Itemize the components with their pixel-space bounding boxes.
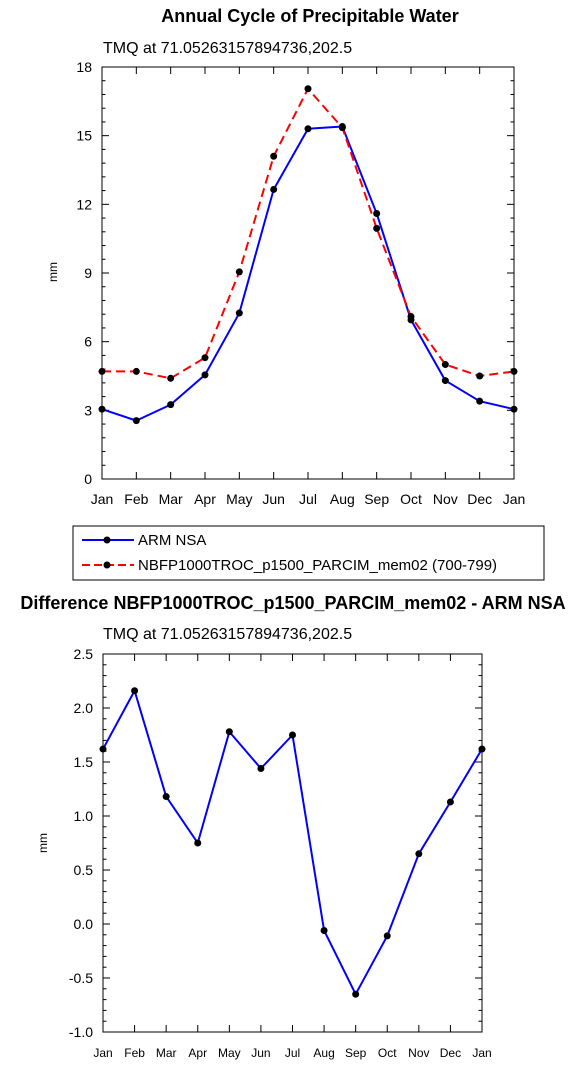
chart1-xtick-label: Jul bbox=[299, 491, 317, 507]
chart1-series-0-point bbox=[476, 397, 484, 405]
chart2-series-0-point bbox=[352, 990, 360, 998]
chart1-series-1-point bbox=[441, 361, 449, 369]
chart-annual-cycle: Annual Cycle of Precipitable Water TMQ a… bbox=[46, 6, 525, 507]
chart1-ticks: 0 3 6 9 12 15 18 Jan Feb Mar Apr May Jun Jul Aug Sep Oct… bbox=[76, 59, 525, 507]
chart2-xtick-label: Feb bbox=[124, 1046, 145, 1060]
chart1-series-1-point bbox=[373, 224, 381, 232]
chart1-xtick-label: Jan bbox=[503, 491, 526, 507]
chart1-ytick-label: 18 bbox=[76, 59, 92, 75]
chart2-xtick-label: Jan bbox=[472, 1046, 491, 1060]
chart1-xtick-label: May bbox=[226, 491, 252, 507]
chart1-xtick-label: Sep bbox=[364, 491, 389, 507]
chart1-ylabel: mm bbox=[46, 262, 60, 282]
chart1-series-0-point bbox=[132, 417, 140, 425]
chart2-xtick-label: Mar bbox=[156, 1046, 177, 1060]
chart1-xtick-label: Aug bbox=[330, 491, 355, 507]
chart2-xtick-label: Nov bbox=[408, 1046, 429, 1060]
chart2-ytick-label: 0.0 bbox=[74, 916, 94, 932]
chart1-xtick-label: Jun bbox=[262, 491, 285, 507]
chart1-ytick-label: 9 bbox=[84, 265, 92, 281]
chart2-ytick-label: -1.0 bbox=[69, 1024, 93, 1040]
chart2-ytick-label: -0.5 bbox=[69, 970, 93, 986]
legend-marker-model bbox=[103, 561, 111, 569]
chart1-xtick-label: Apr bbox=[194, 491, 216, 507]
chart2-series-0-point bbox=[225, 728, 233, 736]
chart2-xtick-label: Dec bbox=[440, 1046, 461, 1060]
chart2-ytick-label: 0.5 bbox=[74, 862, 94, 878]
chart1-series-1-point bbox=[201, 354, 209, 362]
chart1-plot-frame bbox=[101, 66, 515, 480]
chart1-title: Annual Cycle of Precipitable Water bbox=[161, 6, 458, 26]
chart1-xtick-label: Dec bbox=[467, 491, 492, 507]
chart2-xtick-label: Apr bbox=[188, 1046, 207, 1060]
chart2-plot-frame bbox=[102, 653, 483, 1033]
chart1-series-0-point bbox=[201, 371, 209, 379]
chart1-lines bbox=[98, 85, 518, 425]
chart1-xtick-label: Jan bbox=[91, 491, 114, 507]
chart2-ylabel: mm bbox=[36, 833, 50, 853]
legend-label-model: NBFP1000TROC_p1500_PARCIM_mem02 (700-799… bbox=[138, 557, 497, 574]
legend-marker-arm-nsa bbox=[103, 536, 111, 544]
chart2-xtick-label: Oct bbox=[378, 1046, 397, 1060]
chart2-ytick-label: 2.5 bbox=[74, 646, 94, 662]
chart1-series-1-point bbox=[304, 85, 312, 93]
chart1-ytick-label: 12 bbox=[76, 196, 92, 212]
chart1-series-1-point bbox=[476, 372, 484, 380]
chart2-series-0-point bbox=[289, 731, 296, 739]
chart1-series-0-point bbox=[304, 125, 312, 133]
chart2-ytick-label: 2.0 bbox=[74, 700, 94, 716]
chart1-ytick-label: 15 bbox=[76, 128, 92, 144]
chart-difference: Difference NBFP1000TROC_p1500_PARCIM_mem… bbox=[20, 593, 565, 1060]
chart1-ytick-label: 6 bbox=[84, 334, 92, 350]
chart2-xtick-label: Jun bbox=[251, 1046, 270, 1060]
chart1-series-1-point bbox=[167, 374, 175, 382]
chart1-xtick-label: Mar bbox=[159, 491, 183, 507]
chart1-series-0-point bbox=[235, 309, 243, 317]
chart2-xtick-label: Jan bbox=[93, 1046, 112, 1060]
legend-frame bbox=[72, 525, 545, 581]
chart2-series-0-point bbox=[131, 687, 139, 695]
chart1-series-0-point bbox=[441, 377, 449, 385]
chart1-series-1-point bbox=[235, 268, 243, 276]
chart2-lines bbox=[99, 687, 486, 998]
chart2-ytick-label: 1.5 bbox=[74, 754, 94, 770]
chart1-series-0-point bbox=[270, 185, 278, 193]
chart1-xtick-label: Oct bbox=[400, 491, 422, 507]
chart2-xtick-label: Sep bbox=[345, 1046, 367, 1060]
chart2-ticks: -1.0 -0.5 0.0 0.5 1.0 1.5 2.0 2.5 Jan Feb Mar Apr Ma… bbox=[69, 646, 492, 1060]
chart1-ytick-label: 0 bbox=[84, 471, 92, 487]
chart1-series-1-point bbox=[407, 312, 415, 320]
chart2-series-0-point bbox=[162, 793, 170, 801]
chart1-series-1-point bbox=[270, 152, 278, 160]
chart1-xtick-label: Nov bbox=[433, 491, 458, 507]
chart1-xtick-label: Feb bbox=[124, 491, 148, 507]
chart2-series-0-point bbox=[257, 764, 265, 772]
chart1-series-1-point bbox=[132, 367, 140, 375]
chart2-xtick-label: May bbox=[218, 1046, 241, 1060]
chart2-xtick-label: Jul bbox=[285, 1046, 300, 1060]
chart1-ytick-label: 3 bbox=[84, 402, 92, 418]
chart1-legend: ARM NSA NBFP1000TROC_p1500_PARCIM_mem02 … bbox=[72, 525, 545, 581]
chart1-series-0-point bbox=[373, 209, 381, 217]
chart2-series-0-point bbox=[446, 798, 454, 806]
chart2-series-0-point bbox=[320, 926, 328, 934]
chart2-title: Difference NBFP1000TROC_p1500_PARCIM_mem… bbox=[20, 593, 565, 613]
chart1-series-0-point bbox=[167, 401, 175, 409]
chart2-subtitle: TMQ at 71.05263157894736,202.5 bbox=[103, 626, 352, 643]
chart2-series-0-point bbox=[383, 932, 391, 940]
legend-label-arm-nsa: ARM NSA bbox=[138, 532, 206, 549]
chart2-series-0-point bbox=[415, 850, 423, 858]
chart2-series-0-point bbox=[194, 839, 202, 847]
chart2-xtick-label: Aug bbox=[313, 1046, 334, 1060]
chart1-subtitle: TMQ at 71.05263157894736,202.5 bbox=[103, 40, 352, 57]
chart2-ytick-label: 1.0 bbox=[74, 808, 94, 824]
chart1-series-1-point bbox=[338, 124, 346, 132]
